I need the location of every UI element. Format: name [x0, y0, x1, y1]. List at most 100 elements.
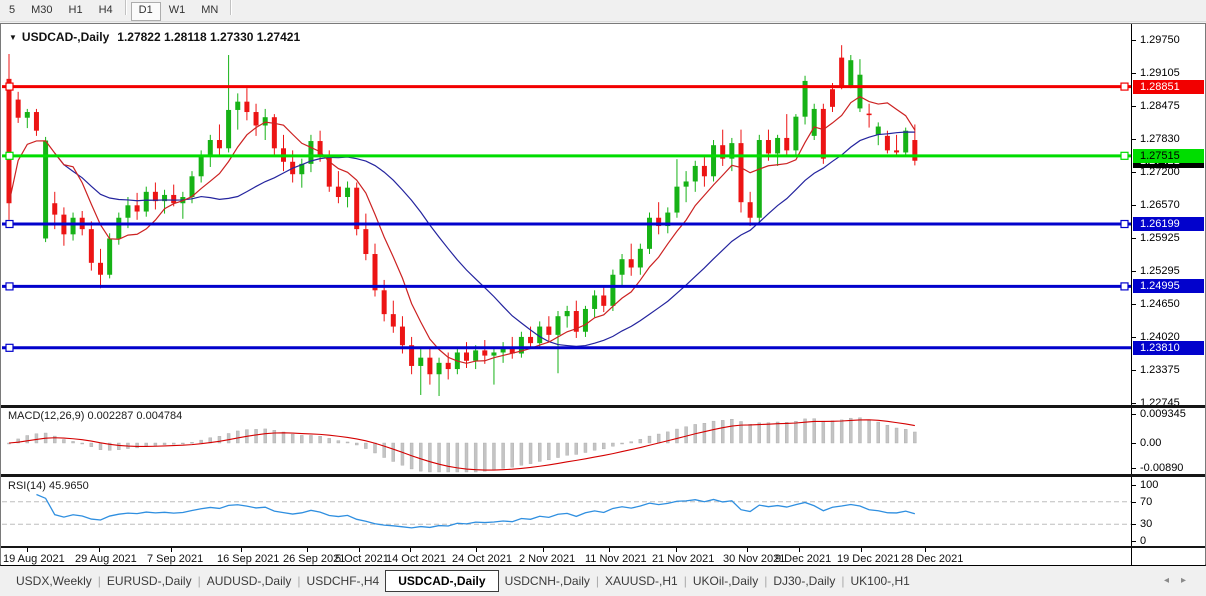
price-tick-label: 1.29105	[1140, 67, 1180, 80]
hline-price-tag[interactable]: 1.26199	[1133, 217, 1204, 231]
tab-separator: |	[595, 574, 600, 588]
tab-audusd-daily[interactable]: AUDUSD-,Daily	[206, 574, 292, 588]
tab-scroll-right-icon[interactable]: ▸	[1180, 575, 1198, 586]
hline-price-tag[interactable]: 1.23810	[1133, 340, 1204, 355]
macd-scale-label: 0.00	[1140, 437, 1162, 449]
date-label: 2 Nov 2021	[519, 553, 576, 565]
rsi-scale-tick	[1132, 524, 1136, 526]
price-tick-label: 1.26570	[1140, 198, 1180, 211]
tab-ukoil-daily[interactable]: UKOil-,Daily	[692, 574, 759, 588]
toolbar-separator	[124, 0, 127, 15]
price-tick	[1132, 370, 1136, 372]
pane-divider-rsi[interactable]	[1, 474, 1205, 477]
hline-handle[interactable]	[5, 282, 14, 291]
timeframe-button-w1[interactable]: W1	[168, 4, 186, 16]
date-tick	[799, 548, 800, 552]
tab-eurusd-daily[interactable]: EURUSD-,Daily	[106, 574, 192, 588]
date-tick	[171, 548, 172, 552]
date-tick	[99, 548, 100, 552]
timeframe-button-mn[interactable]: MN	[201, 4, 219, 16]
chart-tab-bar: USDX,Weekly | EURUSD-,Daily | AUDUSD-,Daily |…	[0, 566, 1206, 596]
rsi-scale-tick	[1132, 501, 1136, 503]
macd-scale-tick	[1132, 414, 1136, 415]
macd-indicator-label: MACD(12,26,9) 0.002287 0.004784	[8, 410, 183, 422]
price-tick	[1132, 403, 1136, 404]
price-tick-label: 1.24020	[1140, 330, 1180, 343]
chart-window: ▼ USDCAD-,Daily 1.27822 1.28118 1.27330 1.…	[0, 23, 1206, 566]
timeframe-button-h1[interactable]: H1	[68, 4, 83, 16]
price-tick	[1132, 139, 1136, 141]
date-tick	[241, 548, 242, 552]
timeframe-button-h4[interactable]: H4	[98, 4, 113, 16]
pane-divider-macd[interactable]	[1, 405, 1205, 408]
timeframe-button-m30[interactable]: M30	[31, 4, 53, 16]
tab-separator: |	[97, 574, 101, 588]
date-tick	[543, 548, 544, 552]
tab-xauusd-h1[interactable]: XAUUSD-,H1	[605, 574, 678, 588]
date-label: 26 Sep 2021	[283, 553, 346, 565]
price-axis-border	[1131, 24, 1132, 565]
price-tick	[1132, 40, 1136, 41]
macd-scale-label: -0.00890	[1140, 462, 1184, 474]
hline-handle[interactable]	[5, 151, 14, 160]
tab-dj30-daily[interactable]: DJ30-,Daily	[773, 574, 836, 588]
macd-scale-tick	[1132, 468, 1136, 469]
rsi-scale-tick	[1132, 485, 1136, 486]
date-tick	[359, 548, 360, 552]
price-tick	[1132, 304, 1136, 306]
date-label: 5 Oct 2021	[335, 553, 389, 565]
macd-scale-label: 0.009345	[1140, 408, 1186, 420]
timeframe-button-5[interactable]: 5	[9, 4, 16, 16]
date-tick	[925, 548, 926, 552]
toolbar-separator	[230, 0, 233, 15]
date-label: 19 Aug 2021	[3, 553, 65, 565]
hline-handle[interactable]	[5, 343, 14, 352]
price-tick-label: 1.23375	[1140, 364, 1180, 377]
rsi-scale-tick	[1132, 541, 1136, 542]
price-axis[interactable]: 1.29750 1.29105 1.28475 1.27830 1.27200 1.265…	[1132, 24, 1205, 565]
date-axis[interactable]: 19 Aug 2021 29 Aug 2021 7 Sep 2021 16 Sep 2…	[1, 548, 1131, 565]
tab-usdcad-daily[interactable]: USDCAD-,Daily	[385, 570, 499, 592]
tab-usdx-weekly[interactable]: USDX,Weekly	[16, 574, 92, 588]
hline-price-tag[interactable]: 1.27515	[1133, 148, 1204, 163]
tab-separator: |	[297, 574, 301, 588]
price-tick-label: 1.28475	[1140, 100, 1180, 113]
price-tick-label: 1.27830	[1140, 133, 1180, 146]
date-label: 9 Dec 2021	[775, 553, 832, 565]
price-tick	[1132, 336, 1136, 338]
tab-uk100-h1[interactable]: UK100-,H1	[850, 574, 910, 588]
date-tick	[676, 548, 677, 552]
date-tick	[307, 548, 308, 552]
tab-separator: |	[197, 574, 201, 588]
rsi-scale-label: 0	[1140, 535, 1147, 547]
date-label: 21 Nov 2021	[652, 553, 715, 565]
rsi-scale-label: 30	[1140, 518, 1153, 531]
timeframe-toolbar: 5 M30 H1 H4 D1 W1 MN	[0, 0, 1206, 22]
hline-price-tag[interactable]: 1.28851	[1133, 79, 1204, 94]
price-tick	[1132, 204, 1136, 206]
tab-scroll-arrows[interactable]: ◂▸	[1164, 575, 1198, 586]
tab-scroll-left-icon[interactable]: ◂	[1163, 575, 1181, 586]
hline-price-tag[interactable]: 1.24995	[1133, 279, 1204, 294]
hline-handle[interactable]	[5, 219, 14, 229]
pane-divider-dates	[1, 546, 1205, 548]
tab-usdcnh-daily[interactable]: USDCNH-,Daily	[504, 574, 590, 588]
chart-dropdown-icon[interactable]: ▼	[9, 33, 17, 42]
price-tick	[1132, 270, 1136, 272]
tab-separator: |	[764, 574, 768, 588]
date-label: 30 Nov 2021	[723, 553, 786, 565]
chart-canvas[interactable]	[2, 25, 1132, 547]
price-tick-label: 1.25295	[1140, 264, 1180, 277]
date-tick	[27, 548, 28, 552]
hline-handle[interactable]	[5, 82, 14, 91]
timeframe-button-d1[interactable]: D1	[130, 2, 161, 21]
date-label: 29 Aug 2021	[75, 553, 137, 565]
price-tick	[1132, 238, 1136, 240]
tab-usdchf-h4[interactable]: USDCHF-,H4	[306, 574, 380, 588]
price-tick	[1132, 106, 1136, 108]
date-label: 28 Dec 2021	[901, 553, 964, 565]
date-label: 24 Oct 2021	[452, 553, 512, 565]
date-tick	[476, 548, 477, 552]
price-tick	[1132, 73, 1136, 75]
